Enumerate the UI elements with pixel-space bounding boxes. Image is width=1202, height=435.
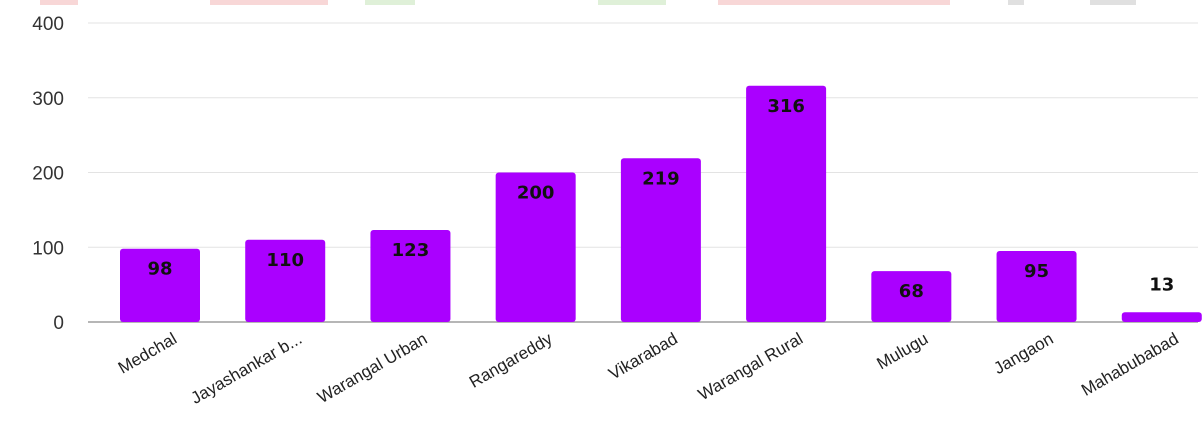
data-label: 123 [392, 240, 430, 261]
y-tick-label: 300 [32, 89, 64, 110]
data-label: 95 [1024, 261, 1049, 282]
bar[interactable] [495, 172, 576, 323]
bar[interactable] [120, 248, 200, 322]
y-axis: 0 100 200 300 400 [32, 14, 64, 334]
legend-swatch[interactable] [365, 0, 415, 5]
x-axis: Medchal Jayashankar b... Warangal Urban Ran… [115, 329, 1182, 408]
x-category-label: Warangal Rural [695, 329, 806, 404]
x-category-label: Rangareddy [466, 329, 556, 392]
y-tick-label: 200 [32, 164, 64, 185]
data-label: 13 [1149, 274, 1174, 295]
x-category-label: Jangaon [991, 329, 1057, 378]
y-tick-label: 0 [53, 313, 64, 334]
legend-swatch[interactable] [40, 0, 78, 5]
bar[interactable] [1121, 312, 1202, 322]
bar[interactable] [620, 158, 701, 322]
bars [120, 85, 1202, 323]
legend-swatch[interactable] [718, 0, 950, 5]
bar[interactable] [245, 239, 326, 322]
bar[interactable] [746, 85, 827, 322]
bar[interactable] [370, 230, 451, 322]
x-category-label: Medchal [115, 329, 180, 378]
legend-swatch[interactable] [1008, 0, 1024, 5]
bar[interactable] [996, 250, 1077, 322]
data-label: 98 [147, 259, 172, 280]
bar[interactable] [871, 271, 952, 322]
y-tick-label: 400 [32, 14, 64, 35]
data-label: 200 [517, 183, 555, 204]
legend-swatch[interactable] [210, 0, 328, 5]
y-tick-label: 100 [32, 238, 64, 259]
data-labels: 98 110 123 200 219 316 68 95 13 [147, 96, 1174, 302]
legend-swatch[interactable] [1090, 0, 1136, 5]
x-category-label: Mulugu [874, 329, 932, 373]
data-label: 316 [767, 96, 805, 117]
data-label: 110 [266, 250, 304, 271]
x-category-label: Warangal Urban [314, 329, 430, 407]
legend-swatch[interactable] [598, 0, 666, 5]
legend [40, 0, 1136, 5]
x-category-label: Vikarabad [605, 329, 681, 384]
x-category-label: Mahabubabad [1078, 329, 1182, 400]
data-label: 68 [899, 281, 924, 302]
data-label: 219 [642, 168, 680, 189]
x-category-label: Jayashankar b... [188, 329, 306, 408]
